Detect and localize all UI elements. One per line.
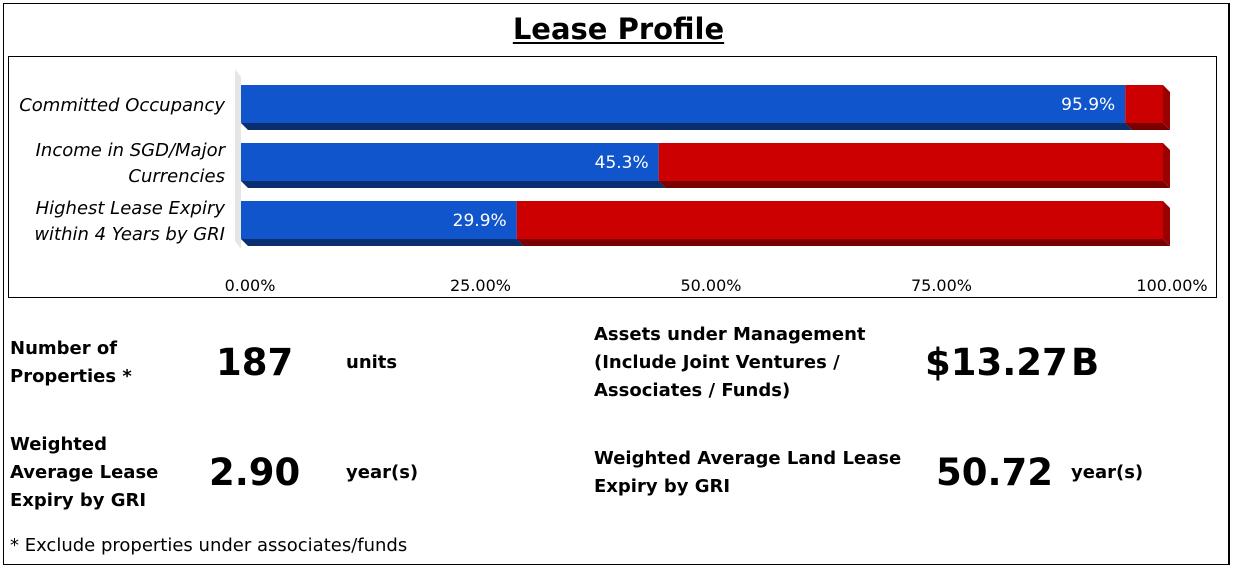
x-tick-label-1: 25.00%: [450, 276, 511, 295]
bar-remainder-bottom-1: [658, 181, 1170, 188]
x-tick-label-4: 100.00%: [1136, 276, 1207, 295]
category-label-1-0: Income in SGD/Major: [36, 140, 227, 161]
chart-back-wall: [235, 69, 241, 249]
bar-primary-2: [241, 201, 517, 239]
value-label-1: 45.3%: [595, 153, 649, 173]
category-label-2-0: Highest Lease Expiry: [36, 198, 226, 219]
bar-remainder-0: [1125, 85, 1163, 123]
aum-label: Assets under Management (Include Joint V…: [594, 324, 866, 401]
lease-profile-chart: 95.9% Committed Occupancy 45.3% Income in S…: [8, 56, 1217, 298]
aum-value: $13.27: [925, 341, 1068, 384]
walle-value: 50.72: [936, 451, 1054, 494]
bar-chart-svg: 95.9% Committed Occupancy 45.3% Income in S…: [19, 69, 1208, 295]
x-tick-label-3: 75.00%: [911, 276, 972, 295]
walle-unit: year(s): [1071, 462, 1144, 483]
category-label-2-1: within 4 Years by GRI: [34, 224, 225, 245]
walle-label: Weighted Average Land Lease Expiry by GR…: [594, 448, 902, 497]
bar-primary-bottom-1: [241, 181, 666, 188]
footnote: * Exclude properties under associates/fu…: [10, 535, 408, 556]
properties-value: 187: [216, 341, 294, 384]
x-tick-label-0: 0.00%: [225, 276, 276, 295]
bar-remainder-1: [658, 143, 1163, 181]
wale-unit: year(s): [346, 462, 419, 483]
panel-frame: [3, 3, 1230, 565]
bar-remainder-side-0: [1163, 85, 1170, 130]
value-label-0: 95.9%: [1061, 95, 1115, 115]
bar-remainder-bottom-2: [516, 239, 1170, 246]
properties-label: Number of Properties *: [10, 338, 132, 387]
category-label-0-0: Committed Occupancy: [19, 95, 225, 116]
bar-remainder-bottom-0: [1125, 123, 1170, 130]
bar-primary-0: [241, 85, 1126, 123]
wale-label: Weighted Average Lease Expiry by GRI: [10, 434, 159, 511]
bar-remainder-2: [516, 201, 1163, 239]
bar-remainder-side-1: [1163, 143, 1170, 188]
bar-primary-bottom-0: [241, 123, 1133, 130]
bar-primary-bottom-2: [241, 239, 524, 246]
x-tick-label-2: 50.00%: [680, 276, 741, 295]
bar-remainder-side-2: [1163, 201, 1170, 246]
properties-unit: units: [346, 352, 398, 373]
category-label-1-1: Currencies: [128, 166, 225, 187]
bar-primary-1: [241, 143, 659, 181]
aum-unit: B: [1071, 341, 1100, 384]
value-label-2: 29.9%: [453, 211, 507, 231]
page-title: Lease Profile: [512, 12, 725, 46]
wale-value: 2.90: [209, 451, 301, 494]
